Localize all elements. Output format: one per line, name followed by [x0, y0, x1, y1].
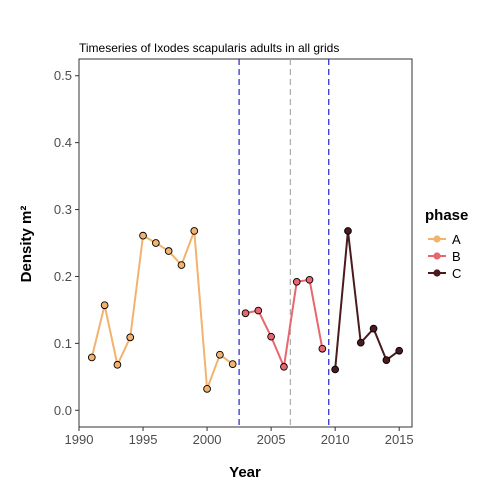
data-point-A: [126, 333, 135, 342]
legend-key-point-A: [433, 235, 441, 243]
data-point-B: [241, 309, 250, 318]
data-point-A: [113, 360, 122, 369]
x-axis-title: Year: [229, 464, 261, 480]
data-point-B: [318, 344, 327, 353]
data-point-A: [87, 353, 96, 362]
legend-title: phase: [425, 207, 468, 224]
data-point-A: [139, 231, 147, 240]
x-tick-label: 2000: [193, 432, 222, 447]
y-tick-label: 0.4: [54, 135, 72, 150]
x-tick-label: 2005: [257, 432, 286, 447]
y-tick-label: 0.0: [54, 403, 72, 418]
data-point-C: [356, 338, 365, 347]
data-point-C: [369, 324, 378, 333]
data-point-B: [305, 275, 314, 284]
data-point-C: [331, 365, 340, 374]
series-line-A: [90, 229, 234, 390]
series-line-C: [334, 229, 400, 370]
data-point-A: [203, 385, 211, 393]
y-tick-label: 0.5: [54, 68, 72, 83]
data-point-A: [177, 261, 186, 269]
data-point-C: [344, 227, 352, 235]
data-point-C: [382, 356, 391, 364]
y-tick-label: 0.2: [54, 269, 72, 284]
chart-title: Timeseries of Ixodes scapularis adults i…: [79, 41, 339, 55]
data-point-B: [292, 277, 301, 286]
data-point-A: [228, 360, 237, 368]
legend-key-point-B: [433, 252, 441, 260]
data-point-A: [151, 239, 160, 247]
legend-label-B: B: [452, 249, 461, 264]
data-point-B: [254, 306, 263, 315]
data-point-A: [164, 247, 173, 255]
data-point-C: [395, 346, 404, 355]
x-tick-label: 1990: [65, 432, 94, 447]
y-tick-label: 0.1: [54, 336, 72, 351]
data-point-B: [280, 362, 288, 371]
plot-area: 1990 1995 2000 2005 2010 2015 0.0 0.1 0.2 0.3 0.4 0…: [54, 58, 414, 447]
x-tick-label: 2015: [385, 432, 414, 447]
legend-label-C: C: [452, 266, 461, 281]
data-point-A: [100, 301, 109, 310]
legend: phase ABC: [425, 207, 468, 281]
data-point-B: [267, 332, 275, 341]
data-point-A: [190, 227, 199, 235]
series-line-B: [245, 278, 324, 368]
y-tick-label: 0.3: [54, 202, 72, 217]
y-axis-title: Density m²: [18, 206, 35, 283]
x-tick-label: 2010: [321, 432, 350, 447]
legend-label-A: A: [452, 232, 461, 247]
data-point-A: [216, 350, 224, 359]
plot-panel-border: [78, 58, 413, 428]
legend-key-point-C: [433, 269, 441, 277]
x-tick-label: 1995: [129, 432, 158, 447]
